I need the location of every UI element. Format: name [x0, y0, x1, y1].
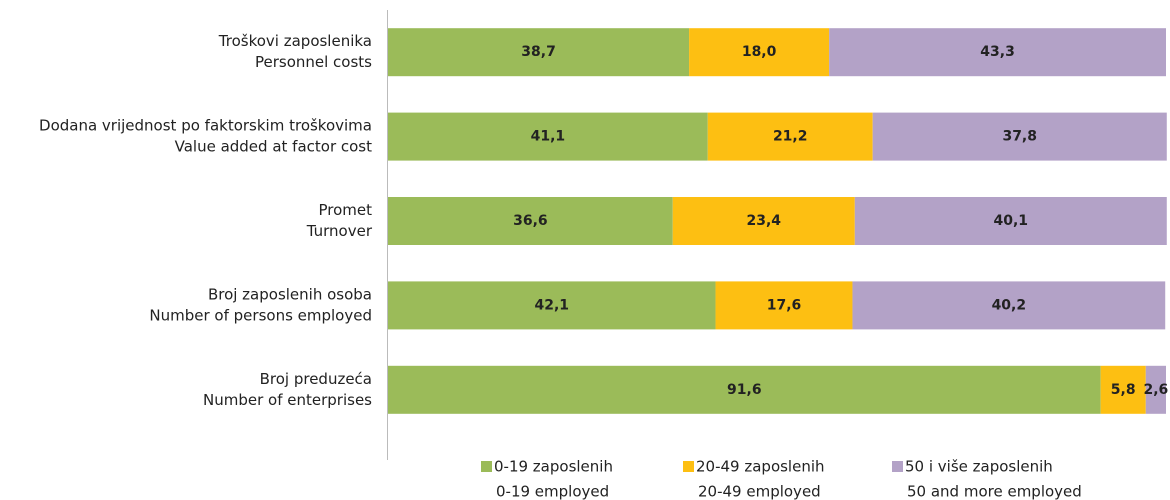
bar-segment: [388, 197, 673, 245]
bar-segment: [707, 112, 873, 161]
bar-segment: [854, 197, 1167, 245]
legend-label: 20-49 zaposlenih: [696, 458, 825, 476]
bar-segment: [715, 281, 853, 330]
bar-segment: [388, 365, 1101, 414]
bar-segment: [1145, 365, 1166, 414]
y-tick-label: Broj zaposlenih osoba: [208, 285, 372, 303]
value-label: 40,1: [994, 213, 1029, 229]
legend-swatch: [892, 461, 903, 472]
value-label: 41,1: [531, 129, 566, 145]
value-label: 38,7: [521, 44, 556, 60]
y-tick-label: Number of enterprises: [203, 391, 372, 409]
value-label: 5,8: [1111, 382, 1136, 398]
value-label: 43,3: [980, 44, 1015, 60]
legend-swatch: [481, 461, 492, 472]
y-tick-label: Dodana vrijednost po faktorskim troškovi…: [39, 117, 372, 135]
legend-label: 0-19 zaposlenih: [494, 458, 613, 476]
value-label: 23,4: [747, 213, 782, 229]
bar-segment: [672, 197, 855, 245]
value-label: 2,6: [1143, 382, 1168, 398]
value-label: 18,0: [742, 44, 777, 60]
value-label: 42,1: [534, 297, 569, 313]
bar-segment: [1100, 365, 1146, 414]
value-label: 21,2: [773, 129, 808, 145]
bar-segment: [388, 281, 716, 330]
bar-segment: [852, 281, 1166, 330]
bar-segment: [872, 112, 1167, 161]
y-tick-label: Troškovi zaposlenika: [218, 32, 372, 50]
bar-segment: [388, 28, 690, 77]
bar-segment: [829, 28, 1166, 77]
bar-segment: [689, 28, 830, 77]
y-tick-label: Value added at factor cost: [175, 138, 373, 156]
value-label: 37,8: [1002, 129, 1037, 145]
value-label: 40,2: [992, 297, 1027, 313]
y-tick-label: Number of persons employed: [149, 306, 372, 324]
y-tick-label: Personnel costs: [255, 53, 372, 71]
value-label: 91,6: [727, 382, 762, 398]
legend-label: 50 and more employed: [907, 483, 1082, 500]
legend-label: 20-49 employed: [698, 483, 821, 500]
value-label: 36,6: [513, 213, 548, 229]
value-label: 17,6: [767, 297, 802, 313]
y-tick-label: Broj preduzeća: [260, 370, 372, 388]
legend-swatch: [683, 461, 694, 472]
bar-segment: [388, 112, 708, 161]
legend-label: 0-19 employed: [496, 483, 609, 500]
legend-label: 50 i više zaposlenih: [905, 458, 1053, 476]
y-tick-label: Promet: [318, 201, 372, 219]
y-tick-label: Turnover: [306, 222, 373, 240]
